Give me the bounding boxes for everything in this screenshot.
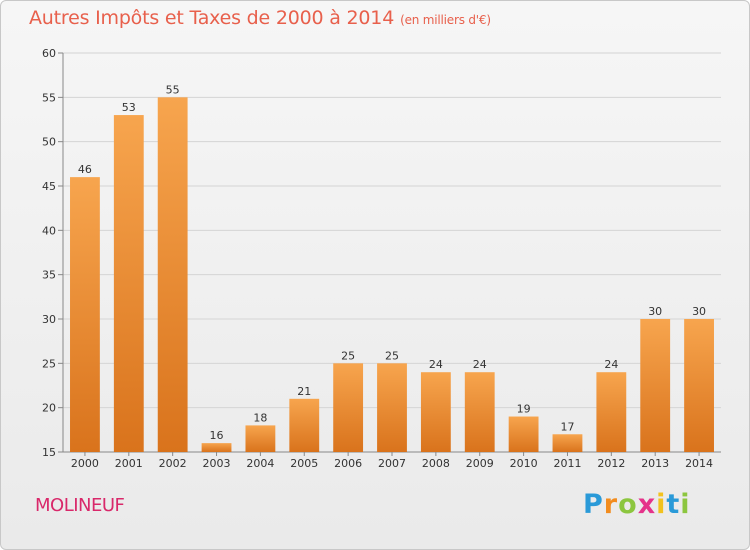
- bar-2001: [113, 115, 144, 453]
- x-tick-label: 2000: [71, 457, 99, 470]
- bar-2007: [377, 363, 407, 452]
- bar-value-label: 17: [560, 420, 574, 433]
- x-tick-label: 2011: [553, 457, 581, 470]
- bar-2002: [157, 97, 188, 452]
- x-tick-label: 2005: [290, 457, 318, 470]
- logo-letter: t: [666, 489, 681, 520]
- logo-letter: i: [680, 489, 691, 520]
- x-tick-label: 2006: [334, 457, 362, 470]
- bar-2011: [552, 434, 583, 452]
- bar-2004: [245, 425, 276, 452]
- logo-letter: o: [618, 489, 638, 520]
- bar-2003: [201, 443, 232, 452]
- y-tick-label: 20: [42, 402, 56, 415]
- bar-value-label: 25: [341, 349, 355, 362]
- bar-value-label: 30: [648, 305, 662, 318]
- y-tick-label: 45: [42, 180, 56, 193]
- y-tick-label: 30: [42, 313, 56, 326]
- x-tick-label: 2013: [641, 457, 669, 470]
- bar-value-label: 25: [385, 349, 399, 362]
- x-tick-label: 2002: [159, 457, 187, 470]
- commune-name: MOLINEUF: [35, 495, 125, 516]
- y-tick-label: 15: [42, 446, 56, 459]
- x-tick-label: 2009: [466, 457, 494, 470]
- logo-letter: r: [603, 489, 619, 520]
- bar-value-label: 18: [253, 411, 267, 424]
- x-tick-label: 2007: [378, 457, 406, 470]
- x-tick-label: 2014: [685, 457, 713, 470]
- logo-letter: P: [583, 489, 604, 520]
- bar-value-label: 30: [692, 305, 706, 318]
- bar-2009: [464, 372, 495, 452]
- logo-letter: i: [656, 489, 667, 520]
- x-tick-label: 2003: [203, 457, 231, 470]
- bar-2013: [640, 319, 671, 452]
- x-tick-label: 2010: [510, 457, 538, 470]
- x-tick-label: 2004: [246, 457, 274, 470]
- bar-value-label: 55: [166, 83, 180, 96]
- proxiti-logo[interactable]: Proxiti: [583, 489, 691, 520]
- chart-title: Autres Impôts et Taxes de 2000 à 2014 (en…: [29, 7, 491, 29]
- bar-value-label: 21: [297, 385, 311, 398]
- bar-2010: [508, 416, 539, 452]
- bar-value-label: 46: [78, 163, 92, 176]
- y-tick-label: 50: [42, 136, 56, 149]
- bar-2005: [289, 398, 320, 452]
- bar-2000: [70, 177, 100, 452]
- x-tick-label: 2001: [115, 457, 143, 470]
- bar-value-label: 24: [604, 358, 618, 371]
- x-tick-label: 2012: [597, 457, 625, 470]
- bars: [70, 97, 714, 453]
- bar-2014: [684, 319, 714, 452]
- x-tick-label: 2008: [422, 457, 450, 470]
- bar-value-label: 24: [473, 358, 487, 371]
- bar-2008: [420, 372, 451, 452]
- y-tick-label: 35: [42, 269, 56, 282]
- bar-2006: [333, 363, 364, 452]
- y-tick-label: 60: [42, 47, 56, 60]
- y-tick-label: 25: [42, 357, 56, 370]
- bar-value-label: 53: [122, 101, 136, 114]
- bar-value-label: 19: [517, 403, 531, 416]
- y-tick-label: 55: [42, 91, 56, 104]
- labels: 15 20 25 30 35 40 45 50 55 60 46 2000 53 2001 55 2002 16…: [42, 47, 713, 470]
- y-tick-label: 40: [42, 224, 56, 237]
- chart-title-text: Autres Impôts et Taxes de 2000 à 2014: [29, 7, 395, 29]
- bar-2012: [596, 372, 627, 452]
- bar-value-label: 24: [429, 358, 443, 371]
- chart-subtitle: (en milliers d'€): [400, 13, 491, 27]
- bar-value-label: 16: [210, 429, 224, 442]
- logo-letter: x: [637, 489, 657, 520]
